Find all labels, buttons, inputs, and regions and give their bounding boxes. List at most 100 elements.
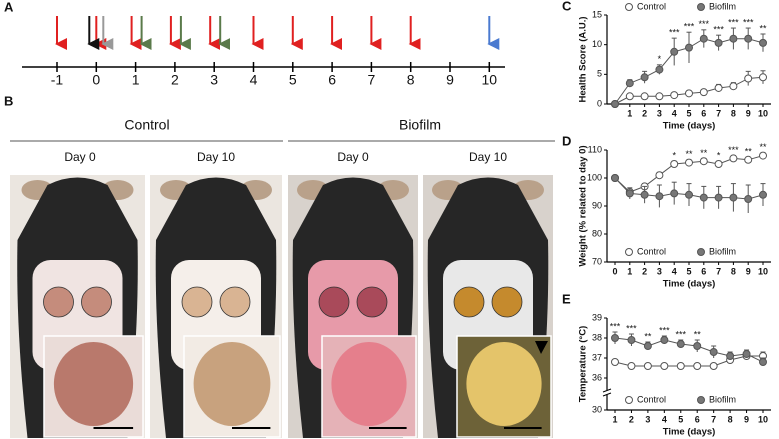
x-tick-label: 2 (629, 414, 634, 424)
inset-wound (331, 342, 407, 426)
y-tick-label: 38 (592, 332, 602, 342)
data-point (685, 158, 693, 167)
data-point (655, 171, 664, 180)
data-point (709, 362, 718, 370)
y-tick-label: 70 (592, 256, 602, 266)
data-point (714, 38, 723, 47)
wound (81, 286, 112, 318)
panel-letter: B (4, 93, 13, 108)
x-axis-label: Time (days) (663, 121, 716, 132)
wound (181, 286, 213, 318)
x-tick-label: 9 (746, 266, 751, 276)
x-tick-label: 7 (711, 414, 716, 424)
data-point (611, 174, 619, 182)
significance: *** (743, 17, 754, 27)
series-line (614, 337, 764, 363)
data-point (759, 73, 767, 82)
data-point (655, 92, 664, 101)
significance: *** (659, 325, 670, 335)
significance: ** (644, 331, 652, 341)
y-tick-label: 90 (592, 200, 602, 210)
data-point (699, 193, 708, 202)
significance: *** (728, 145, 739, 155)
arrowhead-marker (535, 341, 548, 354)
axis-break-mark (602, 388, 612, 393)
timeline-label: 1 (132, 72, 140, 88)
y-tick-label: 36 (592, 372, 602, 382)
significance: *** (676, 329, 687, 339)
panel-letter: E (562, 291, 571, 306)
data-point (655, 192, 664, 201)
data-point (611, 334, 619, 342)
data-point (670, 160, 679, 168)
legend-label: Biofilm (709, 394, 736, 404)
data-point (699, 88, 708, 97)
timeline-label: 7 (368, 72, 376, 88)
inset-wound (193, 342, 271, 426)
data-point (729, 154, 738, 163)
legend-label: Biofilm (709, 246, 736, 256)
data-point (714, 160, 723, 168)
data-point (744, 74, 753, 83)
y-tick-label: 80 (592, 228, 602, 238)
data-point (640, 92, 649, 101)
y-tick-label: 37 (592, 352, 602, 362)
x-tick-label: 0 (612, 266, 617, 276)
significance: *** (713, 25, 724, 35)
x-tick-label: 3 (657, 108, 662, 118)
x-tick-label: 3 (645, 414, 650, 424)
data-point (627, 362, 636, 370)
data-point (676, 362, 685, 370)
day-label: Day 10 (197, 150, 235, 164)
x-tick-label: 1 (612, 414, 617, 424)
data-point (729, 193, 738, 202)
data-point (759, 190, 767, 199)
data-point (655, 65, 664, 74)
data-point (643, 342, 652, 350)
significance: *** (610, 321, 621, 331)
data-point (726, 352, 735, 360)
timeline-label: 4 (250, 72, 258, 88)
data-point (759, 358, 767, 366)
y-tick-label: 0 (597, 98, 602, 108)
data-point (693, 342, 702, 350)
y-tick-label: 30 (592, 404, 602, 414)
significance: * (658, 54, 662, 64)
significance: *** (669, 28, 680, 38)
y-tick-label: 39 (592, 312, 602, 322)
x-axis-label: Time (days) (663, 279, 716, 290)
x-tick-label: 10 (758, 108, 768, 118)
data-point (660, 362, 669, 370)
significance: *** (728, 17, 739, 27)
data-point (611, 358, 619, 366)
significance: * (717, 151, 721, 161)
group-label: Biofilm (399, 117, 441, 133)
legend-label: Control (637, 1, 666, 11)
significance: ** (700, 148, 708, 158)
day-label: Day 0 (64, 150, 96, 164)
timeline-label: -1 (51, 72, 64, 88)
data-point (625, 92, 634, 101)
significance: ** (759, 23, 767, 33)
data-point (744, 155, 753, 164)
wound (453, 286, 485, 318)
y-axis-label: Health Score (A.U.) (578, 16, 589, 102)
y-axis-label: Temperature (°C) (578, 326, 589, 402)
panel-letter: C (562, 0, 572, 13)
data-point (759, 151, 767, 160)
data-point (670, 47, 679, 56)
inset-wound (466, 342, 542, 426)
data-point (709, 348, 718, 356)
legend-marker (697, 3, 705, 11)
data-point (670, 91, 679, 100)
data-point (625, 79, 634, 88)
timeline-label: 8 (407, 72, 415, 88)
legend-marker (625, 396, 633, 404)
wound (318, 286, 350, 318)
data-point (640, 73, 649, 82)
x-tick-label: 5 (686, 108, 691, 118)
x-tick-label: 1 (627, 266, 632, 276)
timeline-label: 10 (482, 72, 498, 88)
data-point (699, 34, 708, 43)
data-point (714, 83, 723, 92)
